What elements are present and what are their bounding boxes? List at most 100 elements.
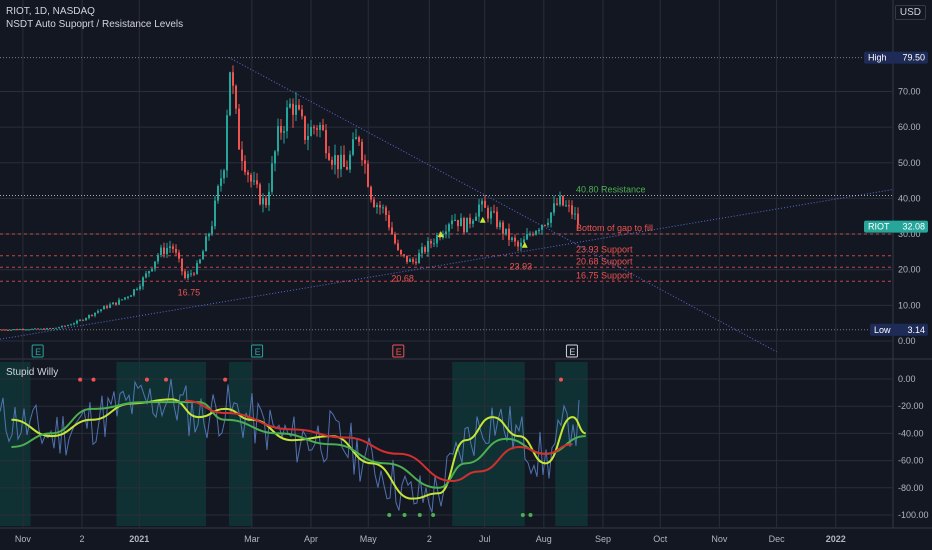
candle-body <box>208 233 210 237</box>
candle-body <box>253 180 255 182</box>
candle-body <box>133 289 135 296</box>
candle-body <box>457 219 459 227</box>
candle-body <box>106 306 108 308</box>
overbought-dot <box>164 377 169 382</box>
candle-body <box>73 323 75 325</box>
candle-body <box>124 297 126 300</box>
candle-body <box>145 273 147 278</box>
candle-body <box>316 128 318 130</box>
candle-body <box>466 217 468 233</box>
time-tick-label: Jul <box>479 534 491 544</box>
candle-body <box>79 319 81 321</box>
candle-body <box>187 273 189 278</box>
candle-body <box>385 207 387 215</box>
candle-body <box>25 329 27 331</box>
price-tick-label: 30.00 <box>898 229 921 239</box>
candle-body <box>244 160 246 173</box>
candle-body <box>97 311 99 313</box>
candle-body <box>292 103 294 115</box>
price-marker-name: High <box>868 53 887 63</box>
candle-body <box>403 254 405 256</box>
candle-body <box>544 225 546 227</box>
candle-body <box>313 126 315 129</box>
candle-body <box>376 205 378 207</box>
oscillator-tick-label: -60.00 <box>898 456 924 466</box>
candle-body <box>478 204 480 217</box>
candle-body <box>115 302 117 305</box>
candle-body <box>49 328 51 330</box>
swing-low-label: 16.75 <box>178 287 201 297</box>
oscillator-tick-label: -20.00 <box>898 401 924 411</box>
candle-body <box>307 135 309 140</box>
candle-body <box>241 149 243 161</box>
candle-body <box>175 248 177 253</box>
oscillator-tick-label: -80.00 <box>898 483 924 493</box>
candle-body <box>352 139 354 155</box>
overbought-dot <box>144 377 149 382</box>
candle-body <box>328 153 330 160</box>
time-tick-label: Sep <box>595 534 611 544</box>
candle-body <box>508 228 510 240</box>
time-tick-label: Nov <box>15 534 32 544</box>
candle-body <box>259 184 261 205</box>
currency-badge[interactable]: USD <box>894 5 926 20</box>
overbought-dot <box>223 377 228 382</box>
candle-body <box>433 243 435 245</box>
signal-triangle <box>479 216 486 223</box>
chart-title: RIOT, 1D, NASDAQ <box>6 6 95 17</box>
price-tick-label: 50.00 <box>898 158 921 168</box>
candle-body <box>469 217 471 224</box>
candle-body <box>355 137 357 140</box>
candle-body <box>154 261 156 269</box>
candle-body <box>10 329 12 331</box>
candle-body <box>268 191 270 206</box>
candle-body <box>445 231 447 235</box>
time-tick-label: Oct <box>653 534 668 544</box>
candle-body <box>112 302 114 305</box>
candle-body <box>541 225 543 230</box>
candle-body <box>19 329 21 331</box>
candle-body <box>64 325 66 327</box>
candle-body <box>379 205 381 208</box>
candle-body <box>256 180 258 185</box>
candle-body <box>388 214 390 228</box>
candle-body <box>94 312 96 316</box>
candle-body <box>76 320 78 324</box>
earnings-icon <box>251 344 264 358</box>
candle-body <box>184 271 186 278</box>
candle-body <box>211 226 213 234</box>
candle-body <box>568 205 570 207</box>
candle-body <box>7 329 9 331</box>
candle-body <box>499 222 501 228</box>
candle-body <box>421 247 423 254</box>
candle-body <box>82 319 84 321</box>
candle-body <box>178 252 180 259</box>
candle-body <box>247 172 249 175</box>
candle-body <box>529 234 531 236</box>
signal-triangle <box>521 241 528 248</box>
candle-body <box>334 155 336 165</box>
overbought-dot <box>91 377 96 382</box>
candle-body <box>163 247 165 255</box>
time-tick-label: 2021 <box>129 534 149 544</box>
time-tick-label: 2 <box>80 534 85 544</box>
candle-body <box>85 318 87 321</box>
candle-body <box>289 103 291 108</box>
price-tick-label: 20.00 <box>898 265 921 275</box>
candle-body <box>67 325 69 327</box>
candle-body <box>523 239 525 243</box>
candle-body <box>142 277 144 287</box>
candle-body <box>418 253 420 264</box>
candle-body <box>382 207 384 209</box>
candle-body <box>229 72 231 116</box>
time-tick-label: Apr <box>304 534 318 544</box>
candle-body <box>511 237 513 240</box>
price-tick-label: 70.00 <box>898 86 921 96</box>
time-tick-label: Nov <box>711 534 728 544</box>
candle-body <box>232 72 234 86</box>
candle-body <box>193 273 195 275</box>
candle-body <box>202 251 204 260</box>
candle-body <box>556 203 558 205</box>
